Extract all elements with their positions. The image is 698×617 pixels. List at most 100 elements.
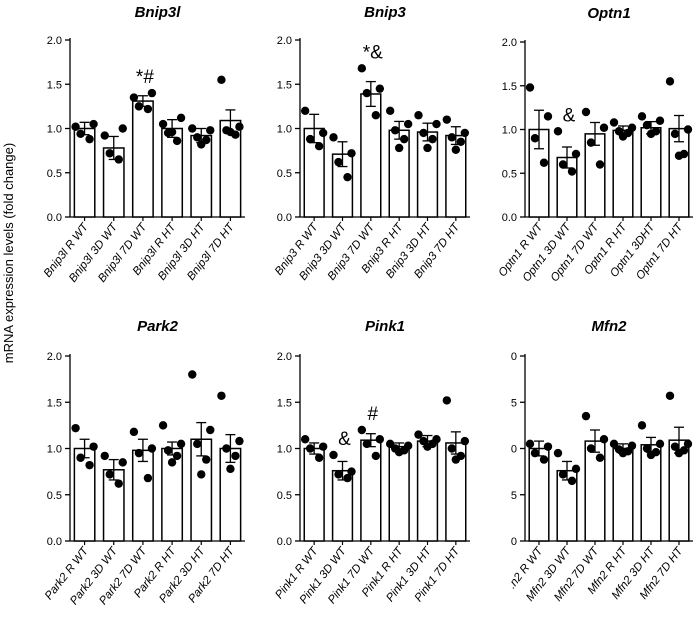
data-point: [100, 131, 109, 140]
data-point: [114, 479, 123, 488]
y-tick-label: 1.0: [47, 124, 62, 136]
data-point: [167, 458, 177, 467]
y-tick-label: 1.5: [502, 81, 517, 93]
y-tick-label: 1.0: [277, 124, 292, 136]
data-point: [665, 77, 675, 86]
data-point: [419, 128, 428, 138]
data-point: [143, 104, 153, 114]
y-tick-label: 0.5: [47, 168, 62, 180]
y-tick-label: 5: [511, 490, 517, 502]
data-point: [85, 460, 94, 470]
data-point: [543, 442, 553, 451]
data-point: [217, 391, 226, 400]
chart-title: Optn1: [587, 5, 630, 22]
data-point: [674, 448, 684, 458]
data-point: [158, 421, 168, 430]
data-point: [665, 391, 675, 400]
bar: [303, 447, 325, 542]
data-point: [329, 450, 338, 460]
data-point: [305, 444, 315, 453]
data-point: [581, 411, 591, 421]
chart-title: Mfn2: [592, 318, 628, 335]
data-point: [447, 444, 457, 453]
data-point: [451, 455, 461, 464]
data-point: [558, 470, 568, 479]
y-tick-label: 0: [511, 351, 517, 363]
bar: [131, 100, 154, 218]
data-point: [414, 111, 423, 120]
data-point: [655, 439, 665, 449]
y-tick-label: 2.0: [277, 351, 292, 363]
data-point: [76, 129, 85, 139]
data-point: [683, 125, 693, 134]
data-point: [343, 473, 352, 483]
data-point: [305, 134, 315, 144]
data-point: [226, 127, 235, 137]
data-point: [85, 134, 94, 144]
significance-annotation: *#: [136, 67, 154, 88]
data-point: [347, 149, 356, 158]
data-point: [105, 149, 114, 158]
data-point: [385, 106, 395, 116]
data-point: [456, 137, 466, 146]
data-point: [343, 172, 352, 182]
data-point: [134, 102, 144, 111]
data-point: [394, 143, 404, 153]
data-point: [586, 444, 596, 453]
data-point: [89, 442, 98, 451]
y-tick-label: 1.5: [47, 79, 62, 91]
data-point: [71, 122, 80, 131]
bar: [388, 445, 410, 542]
data-point: [543, 112, 553, 121]
data-point: [683, 439, 693, 449]
y-tick-label: 0.0: [502, 212, 517, 224]
chart-title: Bnip3l: [135, 4, 182, 21]
data-point: [71, 423, 80, 433]
data-point: [300, 435, 310, 444]
data-point: [114, 155, 123, 164]
data-point: [595, 160, 605, 169]
data-point: [670, 129, 680, 139]
data-point: [206, 425, 215, 435]
data-point: [447, 133, 457, 142]
data-point: [231, 451, 240, 461]
data-point: [571, 149, 581, 159]
bar: [612, 447, 634, 542]
data-point: [172, 451, 182, 461]
data-point: [314, 453, 324, 462]
data-point: [202, 455, 211, 464]
y-tick-label: 0.5: [502, 168, 517, 180]
data-point: [134, 448, 144, 458]
y-tick-label: 0.5: [277, 490, 292, 502]
data-point: [371, 451, 381, 461]
data-point: [460, 436, 470, 446]
data-point: [129, 427, 139, 437]
data-point: [670, 442, 680, 451]
data-point: [318, 442, 328, 451]
data-point: [100, 451, 109, 461]
data-point: [571, 464, 581, 474]
data-point: [371, 111, 381, 120]
data-point: [553, 127, 563, 136]
data-point: [399, 134, 409, 144]
data-point: [539, 158, 549, 167]
y-tick-label: 1.0: [47, 444, 62, 456]
data-point: [423, 442, 432, 451]
y-tick-label: 0.0: [47, 212, 62, 224]
data-point: [525, 83, 535, 92]
chart-title: Pink1: [365, 318, 405, 335]
data-point: [525, 439, 535, 449]
data-point: [300, 106, 310, 116]
data-point: [642, 120, 652, 130]
data-point: [176, 113, 186, 123]
data-point: [581, 107, 591, 117]
data-point: [222, 444, 231, 453]
data-point: [567, 167, 577, 176]
data-point: [217, 75, 226, 85]
y-tick-label: 0.5: [277, 168, 292, 180]
